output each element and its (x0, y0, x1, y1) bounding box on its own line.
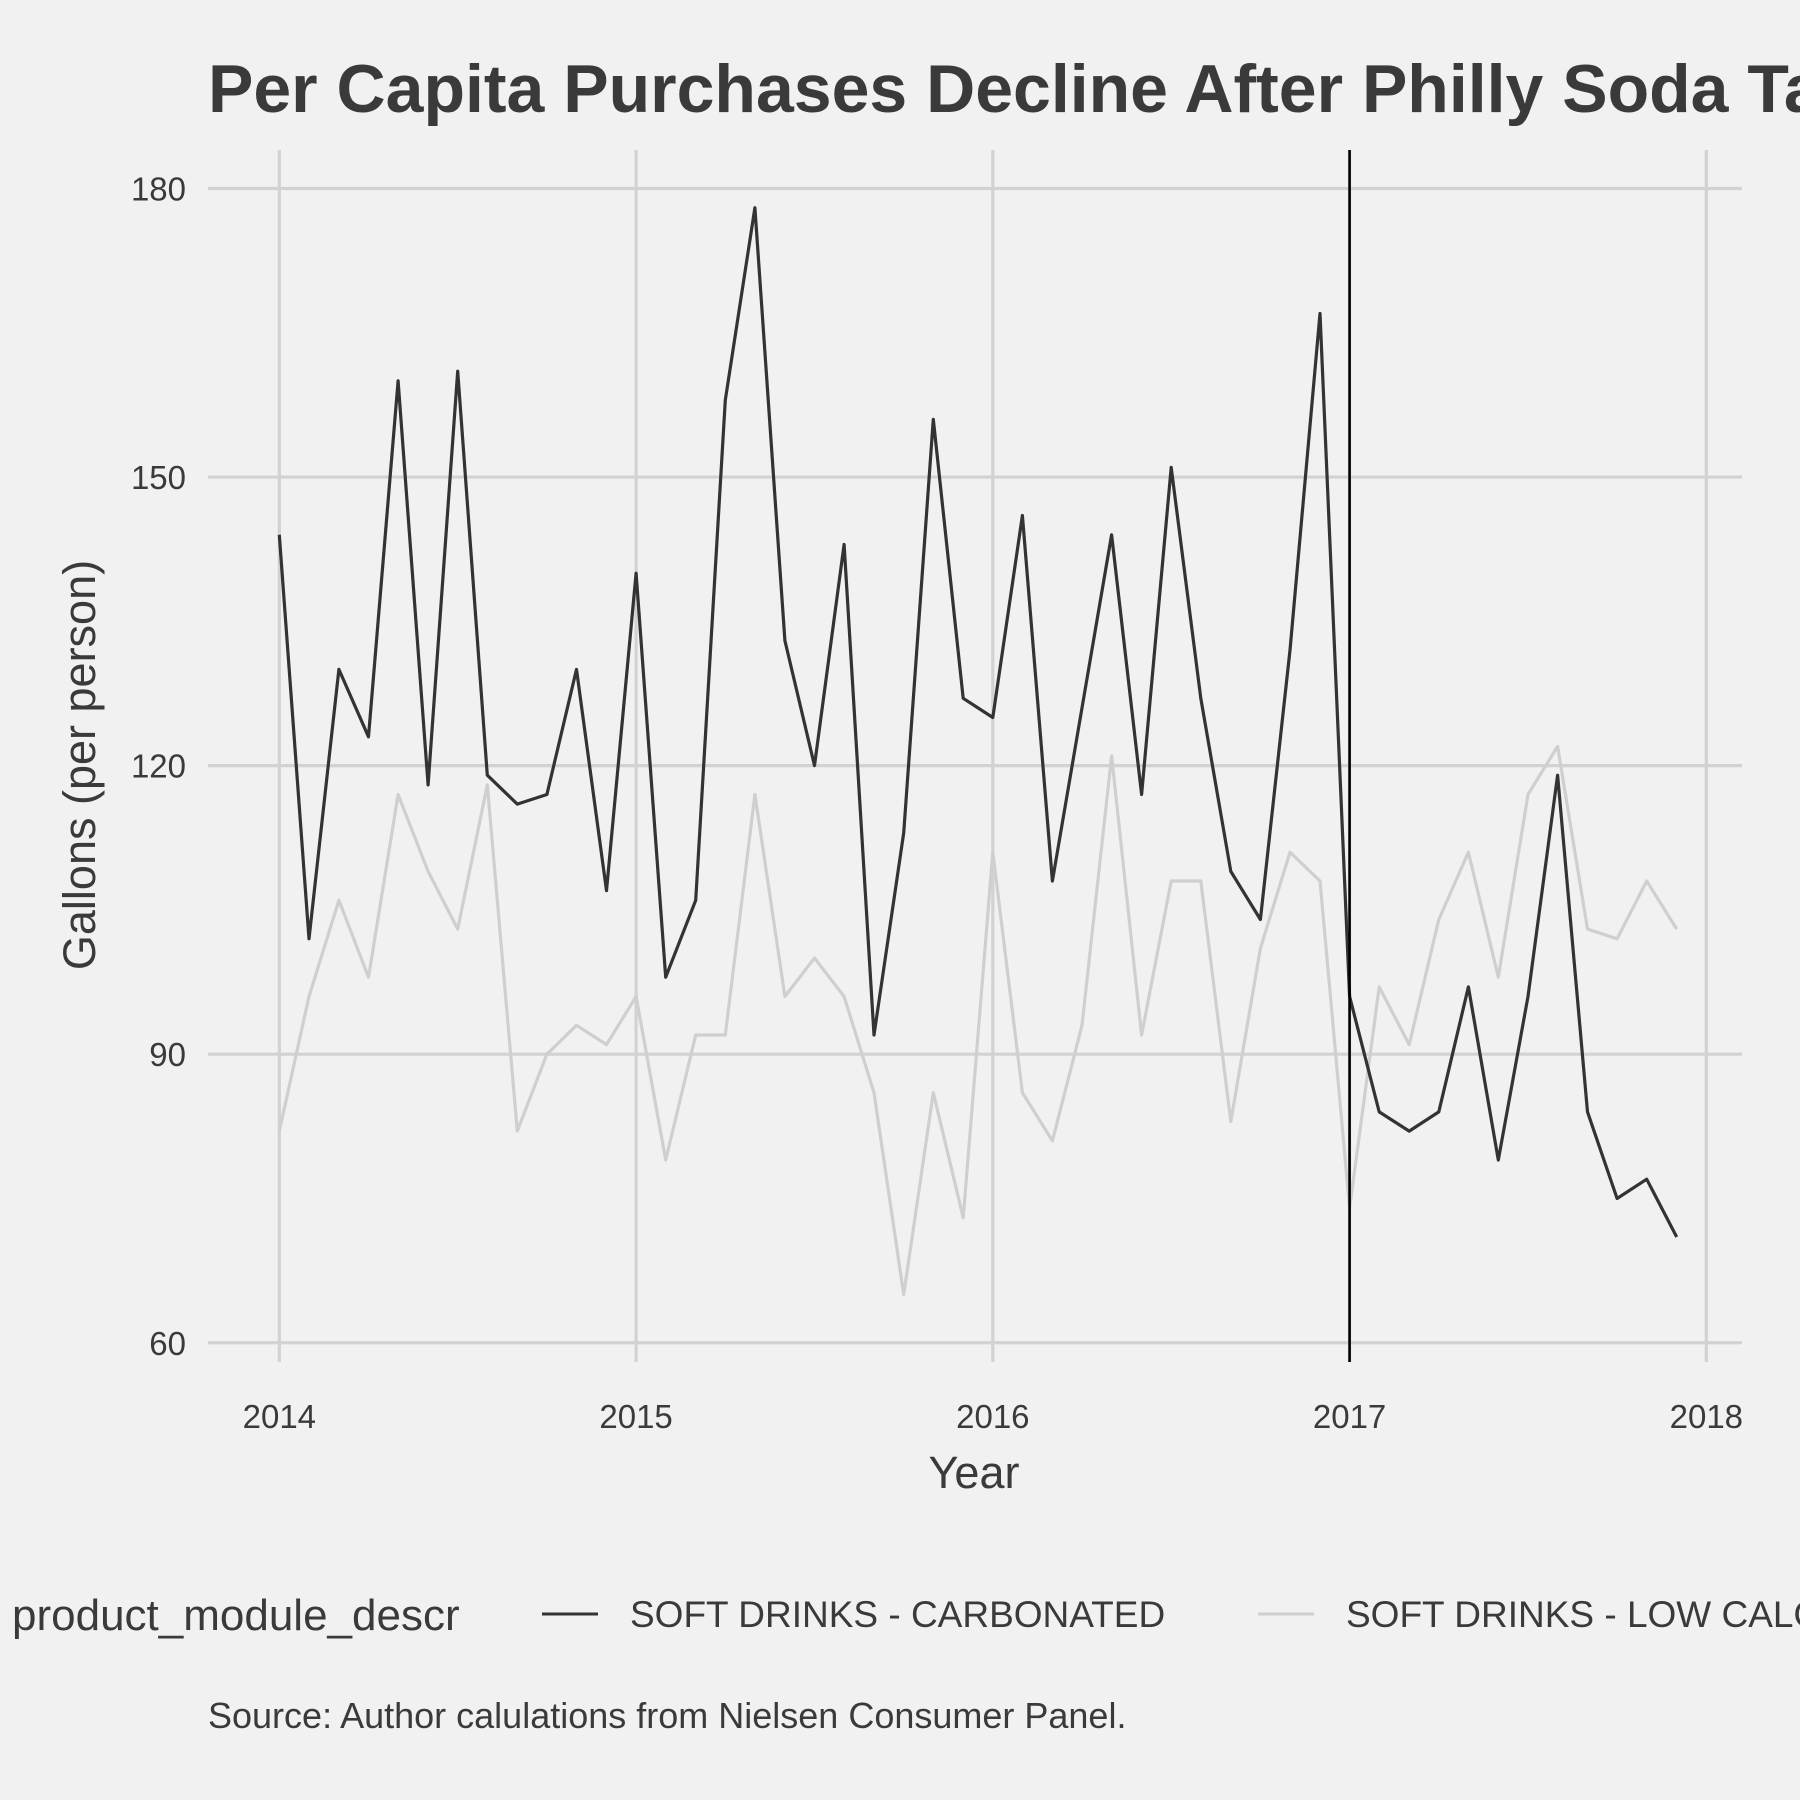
x-tick-label: 2018 (1670, 1398, 1743, 1435)
x-tick-label: 2016 (956, 1398, 1029, 1435)
legend-label-carbonated: SOFT DRINKS - CARBONATED (630, 1594, 1165, 1635)
legend-title: product_module_descr (12, 1591, 460, 1640)
tick-labels: 60 90 120 150 180 2014 2015 2016 2017 2018 (131, 170, 1743, 1435)
series-line-low-calorie (277, 744, 1679, 1297)
y-tick-label: 120 (131, 748, 186, 785)
series-lines (277, 206, 1679, 1297)
chart-title: Per Capita Purchases Decline After Phill… (208, 51, 1800, 127)
x-tick-label: 2015 (599, 1398, 672, 1435)
y-tick-label: 150 (131, 459, 186, 496)
y-tick-label: 90 (149, 1036, 186, 1073)
y-tick-label: 60 (149, 1325, 186, 1362)
legend: product_module_descr SOFT DRINKS - CARBO… (12, 1591, 1800, 1640)
x-axis-title: Year (929, 1447, 1020, 1498)
y-axis-title: Gallons (per person) (54, 560, 105, 970)
grid-lines (208, 150, 1742, 1362)
x-tick-label: 2017 (1313, 1398, 1386, 1435)
series-line-carbonated (277, 206, 1679, 1238)
chart-caption: Source: Author calulations from Nielsen … (208, 1695, 1126, 1736)
x-tick-label: 2014 (243, 1398, 316, 1435)
legend-label-low-calorie: SOFT DRINKS - LOW CALORIE (1346, 1594, 1800, 1635)
y-tick-label: 180 (131, 170, 186, 207)
